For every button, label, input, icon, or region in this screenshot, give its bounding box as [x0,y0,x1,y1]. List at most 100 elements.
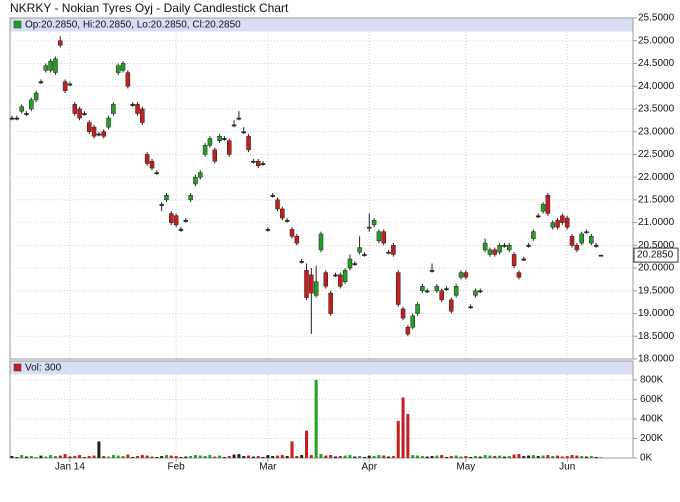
volume-bar [373,456,376,458]
candle-body [242,132,246,133]
volume-bar [204,456,207,458]
candle-body [184,220,188,221]
volume-bar [25,457,28,458]
volume-bar [44,457,47,458]
candle-body [416,304,420,313]
y2-tick-label: 400K [640,414,664,425]
candle-body [150,161,154,168]
volume-bar [522,456,525,458]
y-tick-label: 19.5000 [638,285,675,296]
volume-bar [575,456,578,458]
volume-bar [291,441,294,458]
volume-bar [15,457,18,458]
x-tick-label: Feb [168,462,186,473]
volume-bar [590,456,593,458]
candle-body [585,232,589,233]
candle-body [401,309,405,318]
candle-body [507,245,511,250]
candle-body [179,229,183,230]
candle-body [131,104,135,105]
candle-body [34,93,38,100]
candle-body [464,273,468,278]
candle-body [73,104,77,113]
x-tick-label: Apr [361,462,377,473]
volume-bar [532,455,535,458]
candle-body [10,118,14,119]
y-tick-label: 18.0000 [638,354,675,365]
candle-body [449,300,453,311]
candle-body [164,195,168,200]
volume-bar [39,456,42,458]
volume-bar [571,455,574,458]
candle-body [203,145,207,154]
candle-body [319,234,323,250]
candle-body [372,220,376,225]
candle-body [445,289,449,290]
volume-bar [175,456,178,458]
candle-body [280,209,284,218]
volume-bar [155,457,158,458]
candle-body [227,141,231,155]
candle-body [102,132,106,137]
volume-bar [556,456,559,458]
volume-bar [141,455,144,458]
volume-bar [257,456,260,458]
volume-bar [334,457,337,458]
volume-bar [315,380,318,458]
volume-bar [208,455,211,458]
volume-bar [112,455,115,458]
volume-bar [445,457,448,458]
volume-bar [170,456,173,458]
price-panel [10,18,633,359]
volume-bar [242,456,245,458]
volume-bar [223,457,226,458]
candle-body [329,293,333,313]
candle-body [261,163,265,164]
candle-body [387,252,391,253]
candle-body [300,261,304,262]
candle-body [382,232,386,243]
volume-bar [189,456,192,458]
volume-bar [247,456,250,458]
candle-body [556,220,560,227]
volume-bar [179,457,182,458]
volume-bar [411,455,414,458]
candle-body [155,173,159,174]
y-tick-label: 20.0000 [638,263,675,274]
candle-body [218,136,222,141]
volume-bar [503,457,506,458]
volume-bar [474,456,477,458]
candle-body [49,61,53,70]
candle-body [396,273,400,305]
candle-body [483,243,487,250]
candle-body [493,250,497,255]
volume-legend-swatch [14,364,21,371]
candle-body [575,245,579,250]
volume-bar [344,456,347,458]
volume-bar [493,456,496,458]
candle-body [565,218,569,227]
volume-bar [126,455,129,458]
volume-bar [464,456,467,458]
volume-bar [484,455,487,458]
volume-bar [431,456,434,458]
volume-legend-band [11,362,633,375]
candle-body [116,66,120,73]
y-tick-label: 19.0000 [638,308,675,319]
volume-bar [566,456,569,458]
candle-body [531,232,535,239]
x-tick-label: Jan 14 [55,462,85,473]
volume-bar [440,455,443,458]
candle-body [580,234,584,243]
candle-body [391,245,395,254]
volume-bar [580,456,583,458]
candle-body [126,73,130,87]
candle-body [276,200,280,209]
volume-bar [585,457,588,458]
candle-body [107,118,111,127]
volume-bar [93,456,96,458]
volume-bar [11,456,14,458]
volume-bar [122,456,125,458]
candle-body [435,286,439,291]
volume-bar [218,456,221,458]
